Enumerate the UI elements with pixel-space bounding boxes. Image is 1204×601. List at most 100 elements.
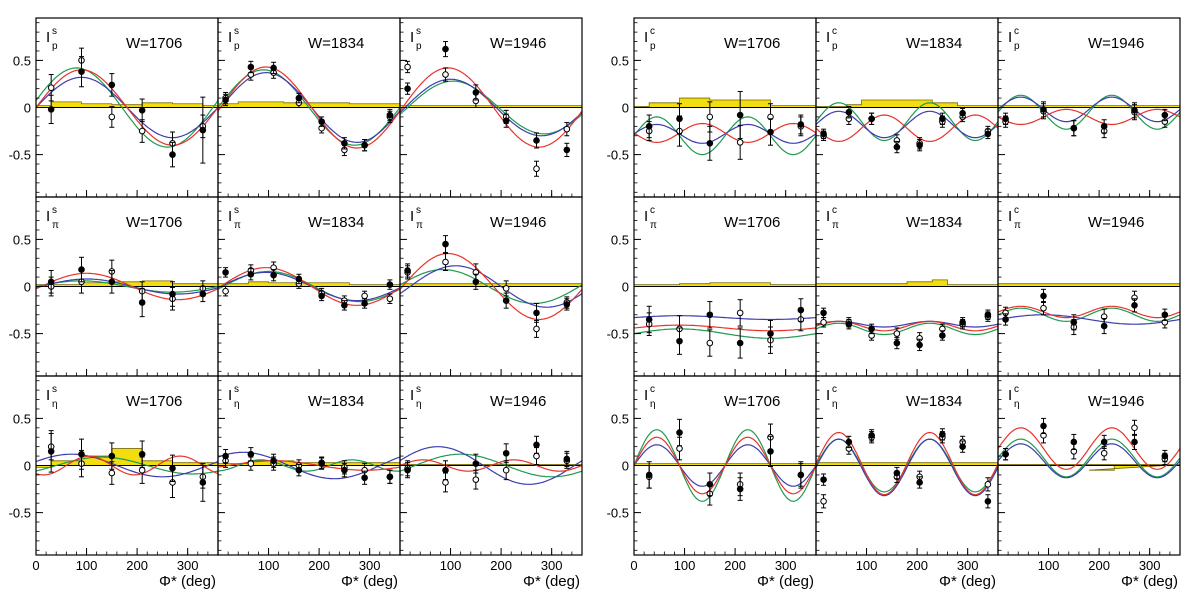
data-point-open xyxy=(472,476,480,483)
model-curve-blue xyxy=(36,453,218,478)
energy-label: W=1946 xyxy=(490,214,546,231)
x-tick-label: 300 xyxy=(541,558,563,573)
y-tick-label: 0 xyxy=(24,459,31,474)
data-point-open xyxy=(820,498,827,505)
panel-plot-area xyxy=(400,41,582,177)
data-point-filled xyxy=(78,68,85,75)
observable-label: I xyxy=(826,29,830,46)
y-tick-label: 0 xyxy=(622,459,629,474)
data-point-open xyxy=(736,309,744,317)
y-tick-label: 0.5 xyxy=(611,411,629,426)
observable-superscript: s xyxy=(52,384,57,395)
data-point-filled xyxy=(939,431,946,438)
model-curve-blue xyxy=(634,123,816,144)
data-point-filled xyxy=(767,128,774,136)
data-point-filled xyxy=(78,266,85,273)
energy-label: W=1946 xyxy=(1088,214,1144,231)
model-curve-red xyxy=(400,459,582,472)
model-curve-red xyxy=(36,272,218,301)
data-point-filled xyxy=(222,452,229,460)
panel-plot-area xyxy=(634,418,816,506)
data-point-filled xyxy=(502,297,510,304)
y-tick-label: 0.5 xyxy=(611,232,629,247)
systematic-band xyxy=(634,97,816,108)
y-tick-label: 0 xyxy=(622,280,629,295)
data-point-filled xyxy=(868,432,875,439)
data-point-open xyxy=(533,325,540,333)
data-point-open xyxy=(108,113,116,121)
observable-subscript: π xyxy=(832,220,839,231)
systematic-band xyxy=(634,282,816,287)
model-curve-red xyxy=(816,114,998,143)
model-curve-red xyxy=(400,252,582,321)
observable-superscript: c xyxy=(1014,205,1019,216)
x-tick-label: 100 xyxy=(76,558,98,573)
data-point-filled xyxy=(386,473,394,481)
data-point-filled xyxy=(820,309,827,317)
data-point-filled xyxy=(959,109,966,117)
data-point-filled xyxy=(78,450,85,458)
panel-plot-area xyxy=(36,430,218,502)
data-point-filled xyxy=(199,126,207,134)
observable-superscript: c xyxy=(832,26,837,37)
energy-label: W=1834 xyxy=(906,214,962,231)
model-curve-green xyxy=(998,307,1180,323)
model-curve-blue xyxy=(400,78,582,137)
data-point-filled xyxy=(1002,450,1009,458)
y-tick-label: 0.5 xyxy=(13,53,31,68)
data-point-filled xyxy=(108,452,116,460)
y-tick-label: 0 xyxy=(24,280,31,295)
data-point-open xyxy=(108,469,116,477)
x-tick-label: 300 xyxy=(177,558,199,573)
model-curve-red xyxy=(36,455,218,476)
data-point-filled xyxy=(1040,106,1047,113)
model-curve-red xyxy=(634,324,816,332)
data-point-filled xyxy=(318,460,325,467)
data-point-filled xyxy=(736,111,744,119)
data-point-filled xyxy=(1161,311,1169,319)
observable-superscript: s xyxy=(52,205,57,216)
data-point-filled xyxy=(169,465,176,472)
model-curve-red xyxy=(634,122,816,144)
x-axis-title: Φ* (deg) xyxy=(341,573,398,590)
data-point-filled xyxy=(47,106,55,113)
panel-plot-area xyxy=(634,90,816,161)
data-point-filled xyxy=(767,330,774,337)
data-point-filled xyxy=(1100,123,1108,130)
observable-superscript: c xyxy=(650,26,655,37)
data-point-filled xyxy=(138,299,146,306)
data-point-filled xyxy=(1131,438,1138,446)
panel-plot-area xyxy=(634,282,816,359)
data-point-open xyxy=(676,445,683,452)
data-point-filled xyxy=(563,146,571,154)
observable-subscript: η xyxy=(234,399,240,410)
panel-plot-area xyxy=(218,261,400,311)
panel-plot-area xyxy=(816,279,998,352)
observable-superscript: c xyxy=(650,205,655,216)
data-point-filled xyxy=(845,438,853,446)
data-point-filled xyxy=(404,466,411,474)
data-point-open xyxy=(706,339,714,347)
model-curve-green xyxy=(400,80,582,135)
data-point-open xyxy=(47,84,55,92)
x-tick-label: 300 xyxy=(775,558,797,573)
data-point-filled xyxy=(138,450,146,458)
data-point-filled xyxy=(533,309,540,317)
systematic-band xyxy=(218,460,400,466)
data-point-open xyxy=(1100,449,1108,457)
data-point-filled xyxy=(916,479,923,486)
panel-plot-area xyxy=(218,60,400,157)
x-axis-title: Φ* (deg) xyxy=(939,573,996,590)
energy-label: W=1946 xyxy=(1088,35,1144,52)
data-point-filled xyxy=(404,267,411,274)
data-point-filled xyxy=(108,81,116,89)
model-curve-green xyxy=(36,456,218,475)
y-tick-label: -0.5 xyxy=(607,506,629,521)
x-tick-label: 100 xyxy=(440,558,462,573)
observable-superscript: s xyxy=(52,26,57,37)
data-point-filled xyxy=(199,479,207,486)
